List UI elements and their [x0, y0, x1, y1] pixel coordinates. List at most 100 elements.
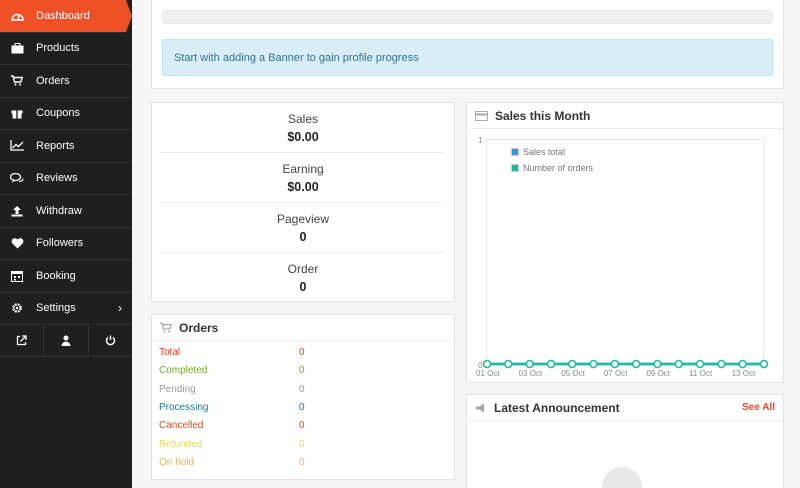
orders-panel: Orders Total 0 Completed 0 Pending 0 Processin…: [151, 314, 455, 480]
x-tick-label: 09 Oct: [646, 369, 670, 378]
y-tick-label: 0: [478, 361, 483, 370]
sidebar-item-label: Followers: [36, 237, 84, 250]
sidebar-item-label: Withdraw: [36, 204, 82, 217]
order-status-label: Total: [159, 347, 181, 358]
sidebar-item-withdraw[interactable]: Withdraw: [0, 195, 132, 228]
credit-card-icon: [475, 110, 488, 121]
sidebar-item-booking[interactable]: Booking: [0, 260, 132, 293]
order-status-processing[interactable]: Processing 0: [159, 401, 305, 413]
sidebar-item-reports[interactable]: Reports: [0, 130, 132, 163]
order-status-label: Pending: [159, 383, 196, 395]
stat-value: 0: [299, 280, 307, 294]
x-tick-label: 13 Oct: [732, 369, 756, 378]
sidebar-item-label: Reviews: [36, 172, 78, 185]
order-status-count: 0: [299, 420, 305, 432]
order-status-count: 0: [299, 383, 305, 395]
sidebar-item-label: Settings: [36, 302, 76, 315]
sidebar-item-dashboard[interactable]: Dashboard: [0, 0, 132, 33]
legend-item-orders: Number of orders: [511, 163, 593, 173]
sidebar-item-settings[interactable]: Settings ›: [0, 293, 132, 325]
announcement-panel: Latest Announcement See All: [466, 394, 784, 488]
megaphone-icon: [475, 403, 487, 413]
bell-icon: [602, 467, 642, 488]
stat-value: $0.00: [287, 180, 319, 194]
order-status-label: On hold: [159, 456, 195, 468]
stat-value: $0.00: [287, 130, 319, 144]
stat-title: Pageview: [276, 212, 330, 226]
stat-title: Order: [287, 262, 319, 276]
profile-progress-alert: Start with adding a Banner to gain profi…: [162, 39, 773, 76]
sidebar-item-label: Booking: [36, 269, 76, 282]
x-tick-label: 07 Oct: [604, 369, 628, 378]
sidebar-item-reviews[interactable]: Reviews: [0, 163, 132, 195]
power-icon[interactable]: [89, 325, 132, 356]
sidebar-item-coupons[interactable]: Coupons: [0, 98, 132, 130]
order-status-count: 0: [299, 365, 305, 377]
sales-chart-title: Sales this Month: [495, 108, 591, 123]
order-status-total[interactable]: Total 0: [159, 347, 305, 358]
upload-icon: [10, 204, 24, 218]
stat-title: Sales: [287, 112, 319, 126]
legend-swatch-sales: [511, 148, 519, 156]
order-status-cancelled[interactable]: Cancelled 0: [159, 420, 305, 432]
sidebar-item-label: Reports: [36, 139, 75, 152]
sidebar-bottom-actions: [0, 325, 132, 357]
stat-value: 0: [299, 230, 307, 244]
sidebar-item-label: Coupons: [36, 107, 81, 120]
profile-progress-bar: [162, 10, 773, 24]
chart-plot-area: Sales total Number of orders: [486, 139, 764, 365]
order-status-label: Refunded: [159, 438, 203, 450]
legend-swatch-orders: [511, 164, 519, 172]
stat-order: Order 0: [160, 253, 446, 303]
legend-label-orders: Number of orders: [523, 163, 594, 173]
cart-icon: [160, 322, 172, 333]
stat-sales: Sales $0.00: [160, 103, 446, 153]
sidebar-item-label: Products: [36, 42, 80, 55]
order-status-count: 0: [299, 401, 305, 413]
announcement-header: Latest Announcement See All: [467, 395, 783, 421]
heart-icon: [10, 236, 24, 250]
stat-title: Earning: [282, 162, 324, 176]
stat-pageview: Pageview 0: [160, 203, 446, 253]
line-chart-icon: [10, 139, 24, 153]
dashboard-icon: [10, 9, 24, 23]
order-status-count: 0: [299, 456, 305, 468]
sidebar-item-label: Orders: [36, 74, 70, 87]
cart-icon: [10, 74, 24, 88]
y-tick-label: 1: [478, 136, 483, 145]
order-status-count: 0: [299, 347, 305, 358]
order-status-label: Completed: [159, 365, 208, 377]
order-status-on-hold[interactable]: On hold 0: [159, 456, 305, 468]
sidebar-item-followers[interactable]: Followers: [0, 228, 132, 260]
order-status-label: Cancelled: [159, 420, 204, 432]
orders-panel-header: Orders: [152, 315, 454, 341]
order-status-count: 0: [299, 438, 305, 450]
sidebar-item-label: Dashboard: [36, 9, 90, 22]
user-icon[interactable]: [44, 325, 89, 356]
see-all-link[interactable]: See All: [742, 402, 775, 413]
external-link-icon[interactable]: [0, 325, 45, 356]
order-status-refunded[interactable]: Refunded 0: [159, 438, 305, 450]
sidebar-item-products[interactable]: Products: [0, 33, 132, 65]
sidebar-item-orders[interactable]: Orders: [0, 65, 132, 98]
legend-label-sales: Sales total: [523, 147, 566, 157]
x-tick-label: 05 Oct: [561, 369, 585, 378]
x-tick-label: 11 Oct: [689, 369, 713, 378]
profile-progress-panel: Start with adding a Banner to gain profi…: [151, 0, 784, 89]
sidebar: Dashboard Products Orders Coupons Reports Rev…: [0, 0, 132, 488]
gear-icon: [10, 301, 24, 315]
gift-icon: [10, 106, 24, 120]
x-tick-label: 01 Oct: [476, 369, 500, 378]
order-status-label: Processing: [159, 401, 209, 413]
announcement-title: Latest Announcement: [494, 400, 620, 415]
orders-panel-title: Orders: [179, 320, 219, 335]
chevron-right-icon: ›: [118, 301, 122, 316]
sales-chart-header: Sales this Month: [467, 103, 783, 129]
x-tick-label: 03 Oct: [519, 369, 543, 378]
order-status-completed[interactable]: Completed 0: [159, 365, 305, 377]
order-status-pending[interactable]: Pending 0: [159, 383, 305, 395]
stat-earning: Earning $0.00: [160, 153, 446, 203]
briefcase-icon: [10, 41, 24, 55]
sales-chart-panel: Sales this Month Sales total Number of o…: [466, 102, 784, 383]
stats-panel: Sales $0.00 Earning $0.00 Pageview 0 Order 0: [151, 102, 455, 302]
